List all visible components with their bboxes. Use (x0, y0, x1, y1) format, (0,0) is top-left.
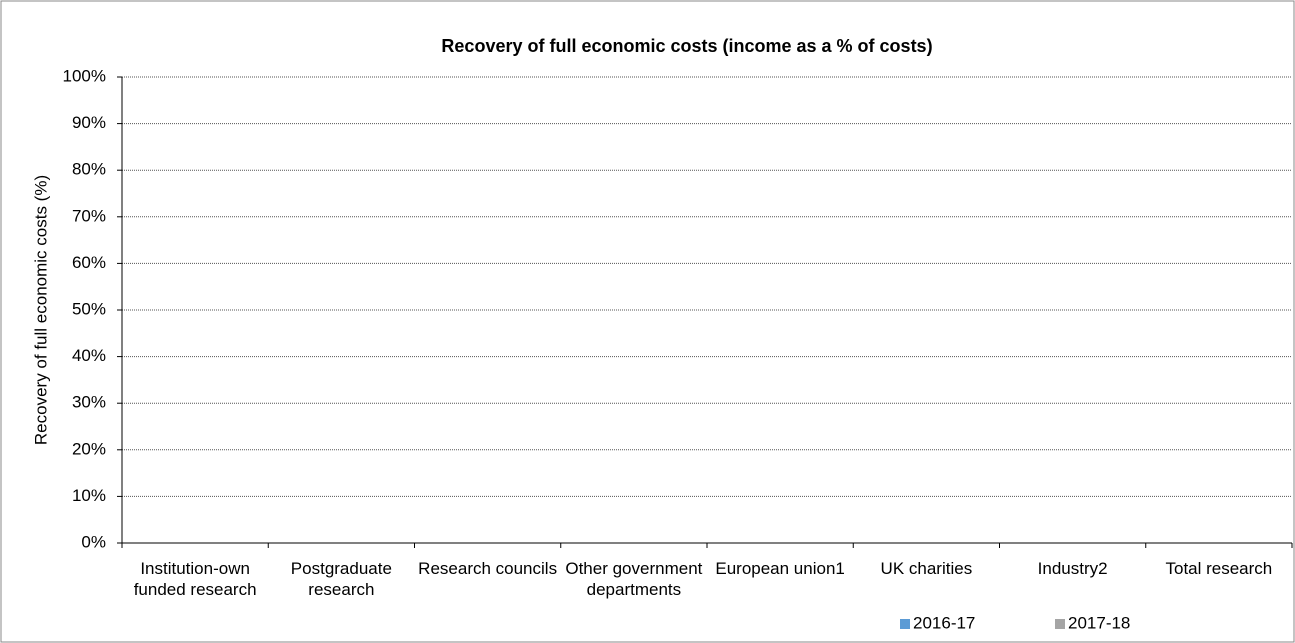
y-tick-label: 50% (72, 299, 106, 318)
x-tick-label: Institution-own funded research (133, 559, 257, 599)
y-tick-label: 80% (72, 160, 106, 179)
x-tick-label: Postgraduate research (290, 559, 392, 599)
x-tick-label: European union1 (715, 559, 845, 578)
x-tick-label: UK charities (880, 559, 973, 578)
y-tick-label: 60% (72, 253, 106, 272)
legend-swatch (1055, 619, 1065, 629)
y-tick-label: 40% (72, 346, 106, 365)
legend-label: 2016-17 (913, 613, 975, 632)
y-tick-label: 10% (72, 486, 106, 505)
x-tick-label: Total research (1165, 559, 1273, 578)
legend-swatch (900, 619, 910, 629)
y-axis-label: Recovery of full economic costs (%) (31, 175, 50, 445)
legend-label: 2017-18 (1068, 613, 1130, 632)
y-tick-label: 30% (72, 393, 106, 412)
y-tick-label: 100% (63, 66, 106, 85)
x-tick-label: Other government departments (565, 559, 703, 599)
x-tick-label: Industry2 (1037, 559, 1108, 578)
y-tick-label: 70% (72, 206, 106, 225)
x-tick-label: Research councils (418, 559, 558, 578)
y-tick-label: 0% (81, 532, 106, 551)
chart-title: Recovery of full economic costs (income … (441, 36, 932, 56)
y-tick-label: 90% (72, 113, 106, 132)
y-tick-label: 20% (72, 439, 106, 458)
